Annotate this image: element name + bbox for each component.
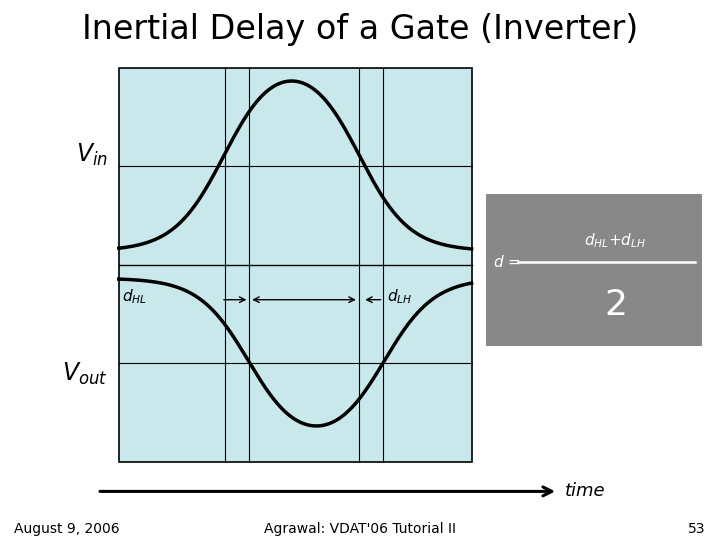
Text: $d_{HL}$: $d_{HL}$ (122, 288, 148, 306)
Text: $V_{out}$: $V_{out}$ (62, 361, 108, 387)
Text: $d_{HL}$+$d_{LH}$: $d_{HL}$+$d_{LH}$ (585, 231, 647, 249)
Text: $d_{LH}$: $d_{LH}$ (387, 288, 413, 306)
Text: $d$ =: $d$ = (493, 254, 521, 270)
Text: Inertial Delay of a Gate (Inverter): Inertial Delay of a Gate (Inverter) (82, 13, 638, 46)
Bar (486, 194, 702, 346)
Text: August 9, 2006: August 9, 2006 (14, 522, 120, 536)
Text: Agrawal: VDAT'06 Tutorial II: Agrawal: VDAT'06 Tutorial II (264, 522, 456, 536)
Text: 2: 2 (604, 288, 627, 322)
Text: 53: 53 (688, 522, 706, 536)
Text: time: time (565, 482, 606, 501)
Text: $V_{in}$: $V_{in}$ (76, 142, 108, 168)
Bar (119, 68, 472, 462)
